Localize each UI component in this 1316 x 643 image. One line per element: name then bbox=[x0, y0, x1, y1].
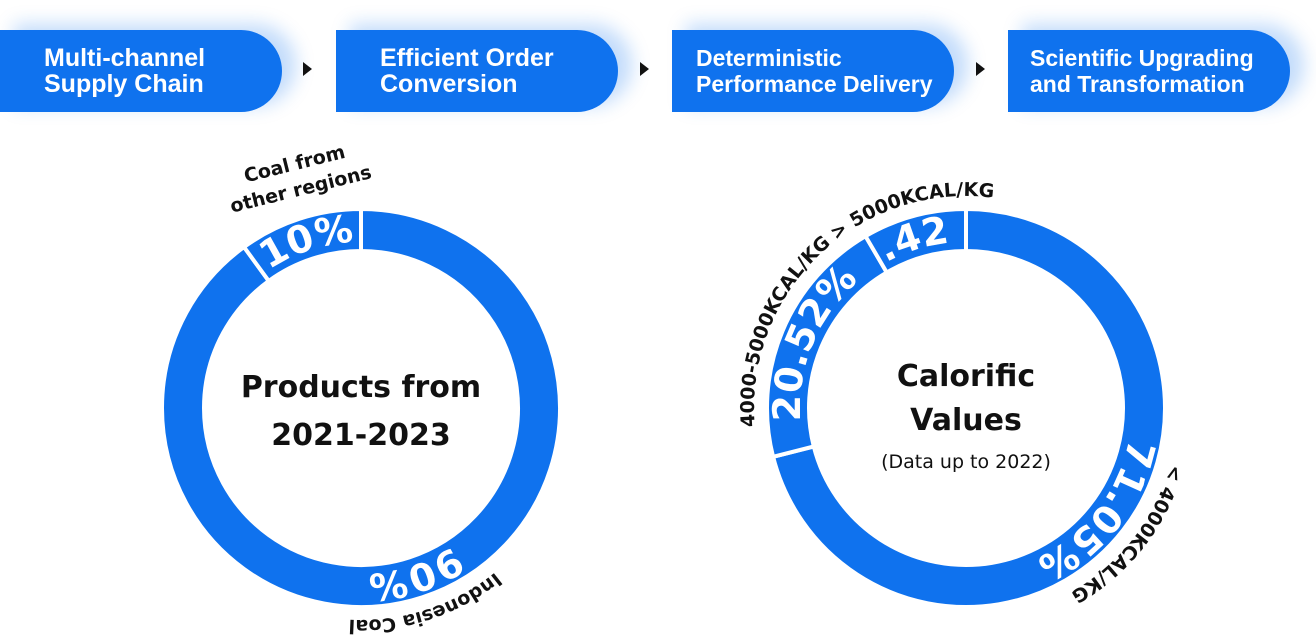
slice-percent-label: 71.05% bbox=[1031, 436, 1163, 590]
arrow-right-icon bbox=[976, 62, 985, 76]
donut-slice-5000kcal-kg bbox=[862, 206, 968, 276]
step-3-line-1: Deterministic bbox=[696, 45, 842, 71]
arrow-right-icon bbox=[640, 62, 649, 76]
slice-percent-label: 8.42% bbox=[0, 0, 951, 270]
slice-percent-text: 71.05% bbox=[1031, 436, 1163, 590]
center-title-line: 2021-2023 bbox=[271, 418, 450, 453]
donut-slice-coal-from-other-regions bbox=[241, 206, 363, 284]
step-1-line-2: Supply Chain bbox=[44, 70, 204, 98]
step-4-line-2: and Transformation bbox=[1030, 71, 1245, 97]
arrow-right-icon bbox=[303, 62, 312, 76]
slice-percent-text: 10% bbox=[252, 206, 356, 277]
donut-slice-indonesia-coal bbox=[160, 206, 562, 609]
donut-chart-2: 71.05%< 4000KCAL/KG20.52%4000-5000KCAL/K… bbox=[0, 0, 1187, 609]
step-scientific-upgrading-and-transformation: Scientific Upgrading and Transformation bbox=[1008, 30, 1290, 112]
step-2-line-1: Efficient Order bbox=[380, 44, 554, 72]
center-title-line: Calorific bbox=[897, 359, 1035, 394]
step-3-line-2: Performance Delivery bbox=[696, 71, 933, 97]
center-subtitle: (Data up to 2022) bbox=[881, 451, 1051, 473]
slice-percent-text: 8.42% bbox=[0, 0, 951, 270]
process-steps: Multi-channel Supply Chain Efficient Ord… bbox=[0, 0, 1316, 130]
step-1-line-1: Multi-channel bbox=[44, 44, 206, 72]
center-title-line: Products from bbox=[241, 370, 481, 405]
center-title-line: Values bbox=[910, 403, 1022, 438]
step-multi-channel-supply-chain: Multi-channel Supply Chain bbox=[0, 30, 282, 112]
step-2-line-2: Conversion bbox=[380, 70, 518, 98]
slice-percent-label: 10% bbox=[252, 206, 356, 277]
step-deterministic-performance-delivery: Deterministic Performance Delivery bbox=[672, 30, 954, 112]
donut-slice-4000kcal-kg bbox=[770, 206, 1167, 609]
step-efficient-order-conversion: Efficient Order Conversion bbox=[336, 30, 618, 112]
step-4-line-1: Scientific Upgrading bbox=[1030, 45, 1254, 71]
slice-category-label: Coal fromother regions bbox=[222, 136, 374, 218]
